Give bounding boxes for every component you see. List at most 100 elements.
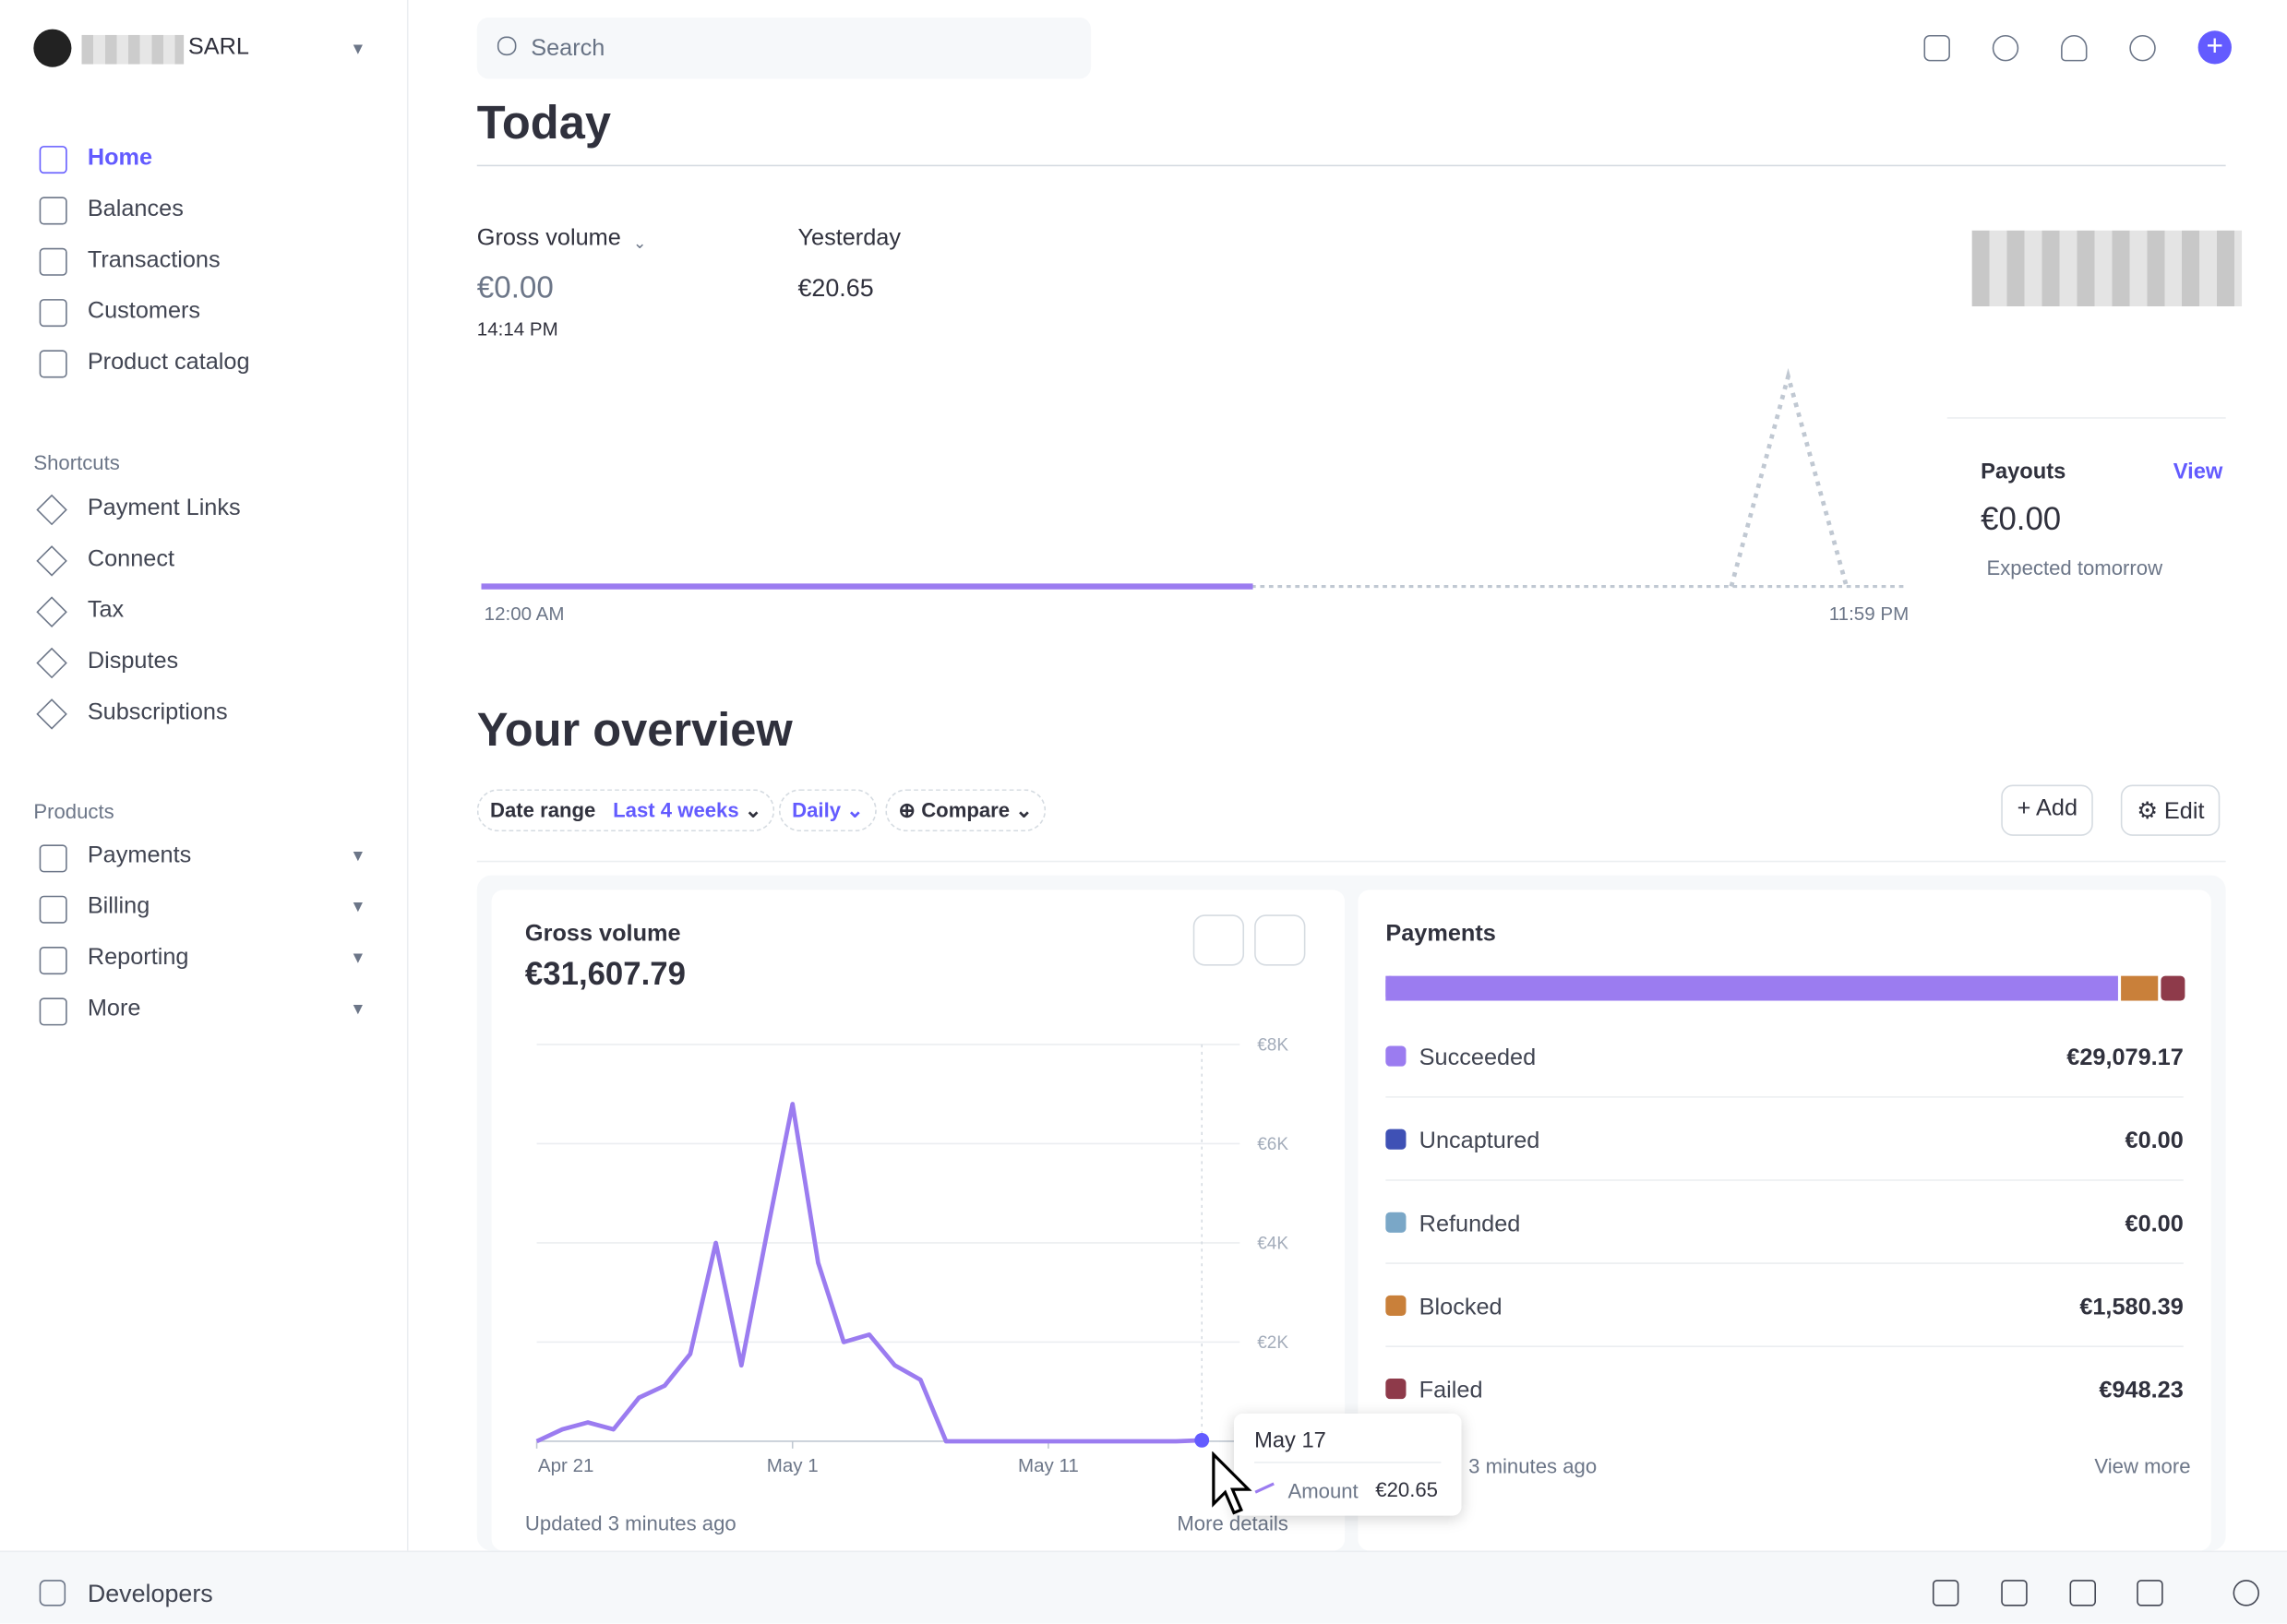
toolbar-icon[interactable]	[2001, 1580, 2028, 1606]
today-time: 14:14 PM	[476, 317, 558, 340]
product-item[interactable]: More	[87, 996, 141, 1021]
hover-point	[1194, 1432, 1210, 1448]
x-start: 12:00 AM	[484, 602, 565, 625]
value: Daily	[792, 797, 842, 822]
create-button[interactable]: +	[2197, 30, 2232, 65]
add-button[interactable]: + Add	[2001, 784, 2094, 836]
compare-filter[interactable]: ⊕ Compare ⌄	[885, 789, 1047, 832]
chevron: ⌄	[632, 234, 647, 253]
redacted	[1971, 230, 2243, 306]
search-icon	[497, 36, 517, 56]
yesterday-line	[1729, 367, 1850, 588]
yesterday-value: €20.65	[797, 274, 874, 303]
search[interactable]	[476, 17, 1092, 79]
y-tick-label: €6K	[1257, 1135, 1288, 1154]
value: Last 4 weeks	[613, 797, 739, 822]
toolbar-icon[interactable]	[2233, 1580, 2259, 1606]
explore-button[interactable]	[1254, 914, 1306, 966]
nav-item[interactable]: Home	[87, 146, 153, 171]
product-icon	[39, 947, 67, 975]
tooltip	[1233, 1413, 1462, 1516]
updated: Updated 3 minutes ago	[524, 1511, 736, 1535]
y-tick-label: €2K	[1257, 1333, 1288, 1353]
bar-segment	[1385, 975, 2118, 1001]
chevron: ▼	[350, 41, 366, 59]
tooltip-label: Amount	[1287, 1479, 1359, 1503]
view-more[interactable]: View more	[2094, 1454, 2191, 1478]
x-tick-label: Apr 21	[538, 1455, 593, 1476]
label: Add	[2036, 796, 2078, 822]
shortcut-item[interactable]: Subscriptions	[87, 699, 228, 725]
settings-icon[interactable]	[2129, 34, 2156, 62]
interval-filter[interactable]: Daily ⌄	[778, 789, 877, 832]
nav-item[interactable]: Product catalog	[87, 350, 250, 376]
divider	[476, 164, 2226, 167]
divider	[1254, 1462, 1442, 1463]
cursor	[1212, 1451, 1252, 1515]
logo	[33, 29, 72, 67]
legend-swatch	[1385, 1212, 1407, 1233]
toolbar-icon[interactable]	[2137, 1580, 2163, 1606]
divider	[476, 860, 2226, 863]
share-button[interactable]	[1192, 914, 1245, 966]
value: Compare	[921, 797, 1011, 822]
card-title: Gross volume	[524, 922, 681, 948]
apps-icon[interactable]	[1923, 34, 1950, 62]
chevron: ▼	[350, 1000, 366, 1019]
payouts-label: Payouts	[1981, 459, 2066, 484]
x-tick-label: May 11	[1018, 1455, 1079, 1476]
date-range-filter[interactable]: Date range Last 4 weeks ⌄	[476, 789, 775, 832]
payouts-note: Expected tomorrow	[1986, 555, 2163, 579]
toolbar-icon[interactable]	[2069, 1580, 2096, 1606]
payouts-link[interactable]: View	[2173, 459, 2223, 484]
card-total: €31,607.79	[524, 955, 686, 993]
today-value: €0.00	[476, 271, 554, 305]
product-item[interactable]: Payments	[87, 842, 192, 868]
edit-button[interactable]: ⚙ Edit	[2120, 784, 2221, 836]
value-label: €948.23	[2099, 1378, 2183, 1403]
category-label: Blocked	[1419, 1294, 1503, 1320]
bell-icon[interactable]	[2061, 34, 2088, 62]
y-tick-label: €4K	[1257, 1234, 1288, 1253]
chevron: ▼	[350, 898, 366, 916]
product-item[interactable]: Billing	[87, 894, 150, 919]
x-tick-label: May 1	[767, 1455, 819, 1476]
bar-segment	[2121, 975, 2159, 1001]
today-metric[interactable]: Gross volume	[476, 226, 621, 251]
legend-swatch	[1385, 1295, 1407, 1317]
payouts-value: €0.00	[1981, 500, 2062, 537]
shortcut-item[interactable]: Payment Links	[87, 496, 241, 521]
nav-item[interactable]: Balances	[87, 197, 184, 222]
chevron: ▼	[350, 847, 366, 866]
nav-icon	[39, 299, 67, 328]
line-series	[535, 1102, 1203, 1444]
account-name[interactable]: SARL	[187, 34, 249, 60]
tooltip-value: €20.65	[1375, 1477, 1438, 1501]
nav-item[interactable]: Customers	[87, 299, 201, 324]
legend-swatch	[1385, 1045, 1407, 1067]
search-placeholder: Search	[531, 36, 605, 62]
category-label: Refunded	[1419, 1211, 1521, 1236]
card-title: Payments	[1385, 922, 1496, 948]
nav-icon	[39, 197, 67, 225]
nav-item[interactable]: Transactions	[87, 247, 221, 273]
nav-icon	[39, 350, 67, 378]
bar-segment	[2161, 975, 2185, 1001]
help-icon[interactable]	[1992, 34, 2019, 62]
label: Date range	[490, 797, 596, 822]
tooltip-date: May 17	[1254, 1427, 1326, 1453]
compare-metric[interactable]: Yesterday	[797, 226, 901, 251]
toolbar-icon[interactable]	[1932, 1580, 1959, 1606]
shortcut-item[interactable]: Connect	[87, 546, 175, 572]
product-item[interactable]: Reporting	[87, 945, 189, 971]
section-title: Shortcuts	[33, 450, 120, 474]
today-title: Today	[476, 96, 611, 149]
y-tick-label: €8K	[1257, 1035, 1288, 1055]
developers[interactable]: Developers	[87, 1580, 213, 1608]
nav-icon	[39, 146, 67, 174]
shortcut-item[interactable]: Tax	[87, 598, 125, 624]
shortcut-item[interactable]: Disputes	[87, 649, 179, 675]
